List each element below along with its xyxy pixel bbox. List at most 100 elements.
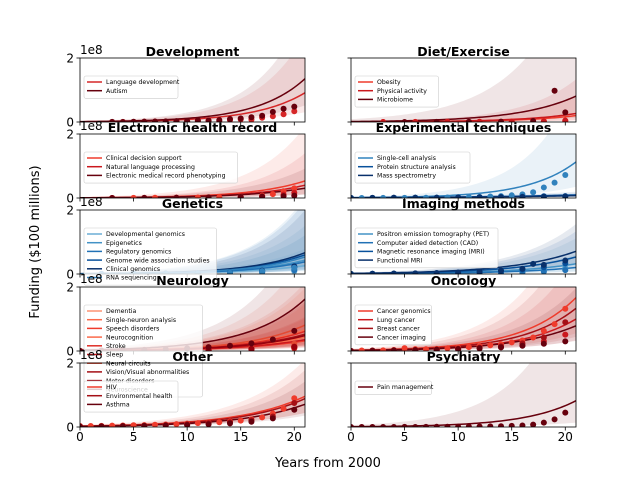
data-point-single-cell-analysis [423, 194, 429, 198]
data-point-physical-activity [562, 117, 569, 122]
data-point-single-cell-analysis [401, 194, 408, 198]
y-tick-label: 2 [66, 204, 74, 218]
data-point-cancer-imaging [455, 346, 462, 351]
legend-label-stroke: Stroke [106, 343, 126, 350]
legend-box [83, 151, 238, 184]
panel-title: Electronic health record [108, 120, 277, 135]
data-point-hiv [280, 405, 287, 412]
plot-area [351, 287, 576, 351]
legend-label-epigenetics: Epigenetics [106, 240, 142, 247]
legend-label-language-development: Language development [106, 79, 180, 86]
legend: Dementia Single-neuron analysis Speech dis… [83, 304, 203, 398]
data-point-single-cell-analysis [444, 194, 451, 198]
plot-area [80, 363, 305, 427]
axes-frame [79, 133, 306, 199]
x-tick-label: 20 [558, 430, 573, 444]
axes-frame [350, 133, 577, 199]
data-point-pain-management [423, 423, 429, 427]
data-point-functional-mri [433, 270, 440, 274]
data-point-pain-management [444, 423, 451, 427]
data-point-autism [194, 117, 201, 122]
data-point-hiv [237, 417, 244, 424]
data-point-autism [216, 116, 223, 122]
data-point-cancer-genomics [465, 344, 472, 351]
data-point-neuroscience [291, 327, 298, 334]
data-point-electronic-medical-record-phenotyping [205, 194, 212, 198]
data-point-mass-spectrometry [369, 194, 376, 198]
data-point-cancer-genomics [508, 339, 515, 346]
confidence-band-electronic-medical-record-phenotyping [80, 168, 305, 198]
y-offset-text: 1e8 [80, 119, 103, 133]
data-point-physical-activity [444, 118, 451, 122]
data-point-clinical-decision-support [216, 194, 223, 198]
data-point-functional-mri [498, 267, 504, 274]
y-offset-text: 1e8 [80, 195, 103, 209]
panel-diet-exercise: Diet/Exercise Obesity Physical activity Mic… [347, 44, 577, 126]
data-point-computer-aided-detection-cad [540, 268, 547, 274]
data-point-lung-cancer [562, 331, 569, 338]
data-point-neuroscience [248, 340, 255, 347]
confidence-band-single-cell-analysis [351, 134, 576, 198]
y-offset-text: 1e8 [80, 43, 103, 57]
confidence-band-dementia [80, 300, 305, 351]
x-tick-label: 20 [287, 430, 302, 444]
data-point-asthma [162, 422, 169, 427]
axes-frame [350, 286, 577, 352]
data-point-autism [205, 117, 212, 122]
y-offset-text: 1e8 [80, 272, 103, 286]
y-tick-label: 0 [66, 268, 74, 282]
data-point-breast-cancer [562, 319, 569, 326]
data-point-microbiome [401, 119, 408, 122]
legend-label-single-neuron-analysis: Single-neuron analysis [106, 317, 176, 324]
legend: Pain management [354, 380, 434, 395]
legend: Language development Autism [83, 75, 180, 99]
y-tick-label: 0 [66, 116, 74, 130]
panel-title: Oncology [431, 273, 497, 288]
data-point-single-cell-analysis [551, 179, 558, 186]
legend-label-mass-spectrometry: Mass spectrometry [377, 173, 436, 180]
data-point-neuroscience [205, 344, 212, 351]
data-point-mass-spectrometry [390, 194, 397, 198]
fit-line-electronic-medical-record-phenotyping [80, 187, 305, 198]
data-point-pain-management [369, 424, 376, 427]
legend-label-developmental-genomics: Developmental genomics [106, 231, 185, 238]
data-point-pain-management [351, 424, 354, 427]
data-point-mass-spectrometry [519, 194, 526, 198]
data-point-cancer-imaging [369, 347, 376, 351]
data-point-pain-management [551, 416, 558, 423]
confidence-band-epigenetics [80, 225, 305, 274]
legend-label-dementia: Dementia [106, 308, 136, 315]
data-point-asthma [205, 421, 212, 427]
x-tick-label: 0 [76, 430, 84, 444]
data-point-cancer-genomics [551, 321, 558, 328]
data-point-hiv [173, 421, 180, 427]
legend-box [83, 380, 179, 413]
data-point-clinical-decision-support [291, 185, 298, 192]
confidence-band-clinical-genomics [80, 210, 305, 274]
y-tick-label: 2 [66, 128, 74, 142]
legend: Developmental genomics Epigenetics Regulat… [83, 227, 217, 286]
legend-box [83, 227, 217, 286]
confidence-band-neuroscience [80, 287, 305, 351]
data-point-pain-management [390, 424, 397, 427]
confidence-band-physical-activity [351, 79, 576, 122]
data-point-cancer-genomics [444, 345, 451, 351]
data-point-pain-management [401, 423, 408, 427]
data-point-pain-management [380, 424, 387, 427]
panel-title: Imaging methods [402, 196, 525, 211]
data-point-electronic-medical-record-phenotyping [291, 192, 298, 198]
data-point-functional-mri [455, 269, 462, 274]
legend-label-microbiome: Microbiome [377, 97, 413, 104]
legend-box [83, 75, 179, 99]
data-point-asthma [248, 418, 255, 425]
confidence-band-motor-disorders [80, 301, 305, 351]
y-tick-label: 0 [66, 192, 74, 206]
data-point-cancer-imaging [476, 345, 483, 351]
data-point-asthma [80, 423, 83, 427]
legend-box [354, 75, 439, 108]
fit-line-mass-spectrometry [351, 194, 576, 198]
